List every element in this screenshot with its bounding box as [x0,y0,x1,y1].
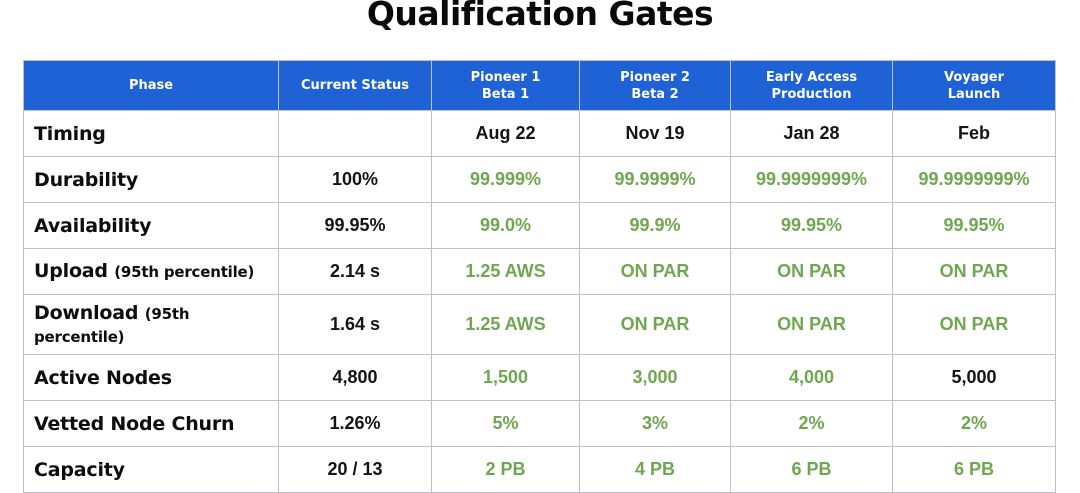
gate-target-cell: 99.9999999% [892,156,1056,203]
row-label-text: Durability [34,168,139,191]
row-label: Active Nodes [23,354,279,401]
row-label-text: Download [34,301,139,324]
table-row-active-nodes: Active Nodes 4,800 1,500 3,000 4,000 5,000 [23,354,1056,401]
row-label: Vetted Node Churn [23,400,279,447]
header-pioneer-2: Pioneer 2 Beta 2 [579,60,731,111]
row-label: Capacity [23,446,279,493]
gate-target-cell: ON PAR [730,294,893,355]
gate-target-cell: 99.9% [579,202,731,249]
gate-target-cell: ON PAR [892,294,1056,355]
current-status-cell: 20 / 13 [278,446,432,493]
row-label: Upload (95th percentile) [23,248,279,295]
gate-target-cell: 99.95% [892,202,1056,249]
gate-target-cell: 99.9999% [579,156,731,203]
gate-target-cell: ON PAR [579,294,731,355]
row-label-text: Vetted Node Churn [34,412,235,435]
gate-target-cell: 4 PB [579,446,731,493]
gate-target-cell: 1,500 [431,354,580,401]
table-row-availability: Availability 99.95% 99.0% 99.9% 99.95% 99.95% [23,202,1056,249]
table-row-timing: Timing Aug 22 Nov 19 Jan 28 Feb [23,110,1056,157]
row-label-qualifier: (95th percentile) [114,263,255,281]
current-status-cell [278,110,432,157]
row-label: Download (95th percentile) [23,294,279,355]
gate-target-cell: ON PAR [579,248,731,295]
current-status-cell: 2.14 s [278,248,432,295]
current-status-cell: 99.95% [278,202,432,249]
row-label-text: Timing [34,122,106,145]
current-status-cell: 1.26% [278,400,432,447]
gate-target-cell: 99.0% [431,202,580,249]
gate-target-cell: 4,000 [730,354,893,401]
gate-target-cell: 2% [892,400,1056,447]
gate-target-cell: Feb [892,110,1056,157]
gate-target-cell: 5,000 [892,354,1056,401]
current-status-cell: 4,800 [278,354,432,401]
row-label: Availability [23,202,279,249]
gate-target-cell: Jan 28 [730,110,893,157]
gate-target-cell: 6 PB [892,446,1056,493]
gate-target-cell: 99.95% [730,202,893,249]
row-label: Durability [23,156,279,203]
header-phase: Phase [23,60,279,111]
gate-target-cell: 1.25 AWS [431,248,580,295]
gate-target-cell: Nov 19 [579,110,731,157]
gate-target-cell: ON PAR [730,248,893,295]
gate-target-cell: 6 PB [730,446,893,493]
table-row-upload: Upload (95th percentile) 2.14 s 1.25 AWS ON… [23,248,1056,295]
row-label-text: Capacity [34,458,125,481]
header-pioneer-1: Pioneer 1 Beta 1 [431,60,580,111]
table-header-row: Phase Current Status Pioneer 1 Beta 1 Pi… [23,60,1056,111]
row-label-text: Availability [34,214,152,237]
row-label-text: Active Nodes [34,366,172,389]
table-row-download: Download (95th percentile) 1.64 s 1.25 AWS… [23,294,1056,355]
gate-target-cell: 2 PB [431,446,580,493]
header-early-access: Early Access Production [730,60,893,111]
row-label: Timing [23,110,279,157]
current-status-cell: 1.64 s [278,294,432,355]
gate-target-cell: 99.999% [431,156,580,203]
table-row-vetted-node-churn: Vetted Node Churn 1.26% 5% 3% 2% 2% [23,400,1056,447]
current-status-cell: 100% [278,156,432,203]
qualification-gates-table: Phase Current Status Pioneer 1 Beta 1 Pi… [23,60,1056,493]
table-row-capacity: Capacity 20 / 13 2 PB 4 PB 6 PB 6 PB [23,446,1056,493]
gate-target-cell: 3% [579,400,731,447]
header-current-status: Current Status [278,60,432,111]
header-voyager: Voyager Launch [892,60,1056,111]
gate-target-cell: 2% [730,400,893,447]
gate-target-cell: 1.25 AWS [431,294,580,355]
row-label-qualifier: (95th percentile) [34,304,190,346]
gate-target-cell: Aug 22 [431,110,580,157]
table-row-durability: Durability 100% 99.999% 99.9999% 99.9999999%… [23,156,1056,203]
gate-target-cell: ON PAR [892,248,1056,295]
page-title: Qualification Gates [366,0,714,33]
gate-target-cell: 99.9999999% [730,156,893,203]
gate-target-cell: 3,000 [579,354,731,401]
row-label-text: Upload [34,260,108,282]
gate-target-cell: 5% [431,400,580,447]
